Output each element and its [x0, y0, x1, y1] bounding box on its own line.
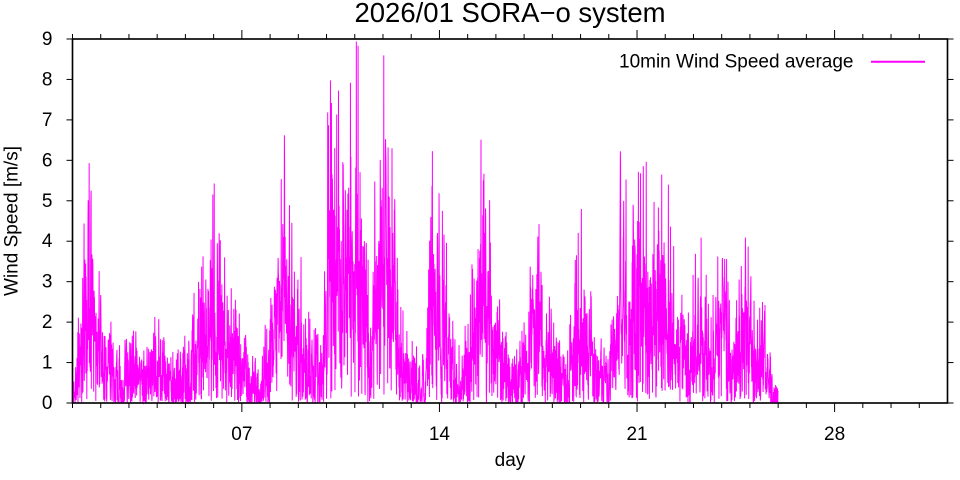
svg-text:4: 4	[42, 231, 53, 252]
svg-text:28: 28	[824, 424, 845, 445]
svg-text:5: 5	[42, 191, 53, 212]
svg-text:0: 0	[42, 393, 53, 414]
svg-text:day: day	[495, 450, 526, 471]
svg-text:3: 3	[42, 272, 53, 293]
svg-text:1: 1	[42, 353, 53, 374]
svg-text:9: 9	[42, 29, 53, 50]
svg-text:Wind Speed [m/s]: Wind Speed [m/s]	[2, 146, 23, 296]
svg-text:2026/01 SORA−o system: 2026/01 SORA−o system	[354, 0, 665, 28]
svg-text:14: 14	[429, 424, 451, 445]
svg-text:07: 07	[231, 424, 252, 445]
svg-text:8: 8	[42, 69, 53, 90]
svg-text:21: 21	[626, 424, 647, 445]
svg-text:2: 2	[42, 312, 53, 333]
svg-text:10min Wind Speed average: 10min Wind Speed average	[619, 51, 853, 72]
svg-text:6: 6	[42, 150, 53, 171]
svg-text:7: 7	[42, 110, 53, 131]
